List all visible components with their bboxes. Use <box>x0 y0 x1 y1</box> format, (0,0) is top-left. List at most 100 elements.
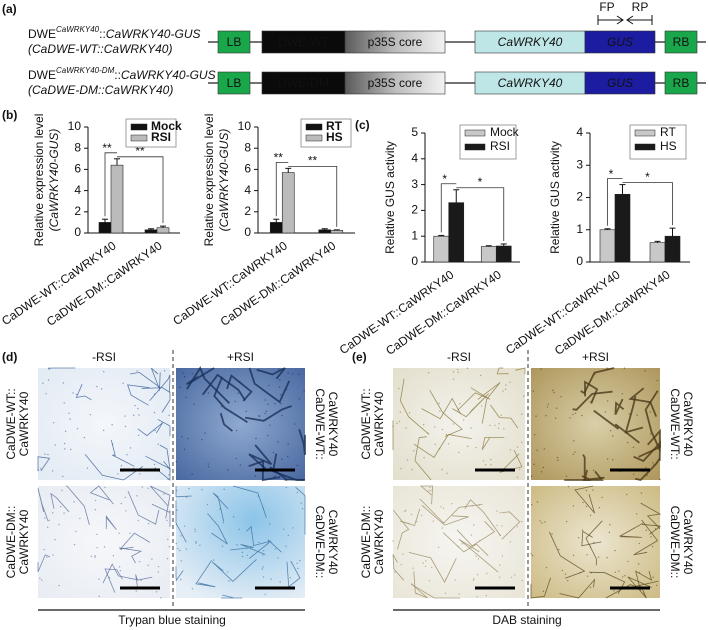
bar <box>495 245 512 263</box>
vein <box>127 384 150 406</box>
stain-dot <box>461 543 463 545</box>
stain-dot <box>287 443 289 445</box>
stain-dot <box>566 579 569 582</box>
panel-label: (c) <box>355 118 370 132</box>
error-bar <box>438 234 445 237</box>
stain-dot <box>586 575 589 577</box>
stain-dot <box>141 486 144 488</box>
construct-element <box>217 30 251 54</box>
vein <box>605 580 659 599</box>
vein <box>399 508 421 526</box>
vein <box>581 530 602 547</box>
stain-dot <box>176 489 178 492</box>
stain-dot <box>228 580 230 582</box>
stain-dot <box>552 389 554 392</box>
stain-dot <box>153 393 156 396</box>
construct-name-part: CaWRKY40-GUS <box>106 27 201 41</box>
vein <box>421 397 462 420</box>
stain-dot <box>473 578 475 580</box>
vein <box>392 554 405 581</box>
stain-dot <box>280 394 282 396</box>
stain-dot <box>137 407 139 410</box>
vein <box>230 544 266 555</box>
stain-dot <box>470 534 473 536</box>
vein <box>207 513 228 545</box>
stain-dot <box>298 398 301 400</box>
row-label: CaWRKY40 <box>372 509 386 574</box>
stain-dot <box>46 556 48 558</box>
stain-dot <box>497 427 500 429</box>
vein <box>157 418 171 437</box>
legend-label: RT <box>660 125 676 139</box>
vein <box>399 378 430 435</box>
y-tick-label: 4 <box>411 151 418 165</box>
stain-dot <box>118 566 121 568</box>
vein <box>37 456 51 472</box>
vein <box>248 367 291 404</box>
vein <box>624 396 644 434</box>
stain-dot <box>638 563 640 565</box>
stain-dot <box>406 459 409 461</box>
stain-dot <box>185 548 188 550</box>
micrograph <box>38 368 170 480</box>
stain-dot <box>257 495 259 497</box>
vein <box>248 539 282 559</box>
stain-dot <box>136 495 138 497</box>
stain-dot <box>298 373 300 376</box>
bar <box>433 235 450 263</box>
row-label: CaWRKY40 <box>17 509 31 574</box>
vein <box>638 428 661 458</box>
stain-dot <box>191 473 193 475</box>
stain-dot <box>589 401 591 403</box>
stain-dot <box>471 505 473 507</box>
stain-dot <box>445 578 448 580</box>
stain-dot <box>147 522 150 525</box>
y-tick-label: 8 <box>74 140 81 154</box>
stain-dot <box>447 443 450 445</box>
vein <box>618 522 644 538</box>
micrograph <box>393 368 525 480</box>
stain-dot <box>477 558 480 560</box>
stain-dot <box>111 424 113 426</box>
stain-dot <box>86 467 89 469</box>
significance-label: ** <box>102 141 112 155</box>
stain-dot <box>98 595 100 598</box>
stain-dot <box>262 576 265 578</box>
stain-dot <box>558 548 560 551</box>
stain-dot <box>499 512 501 514</box>
stain-dot <box>405 509 407 512</box>
stain-dot <box>281 458 283 460</box>
stain-dot <box>623 367 626 369</box>
stain-dot <box>175 542 177 545</box>
stain-dot <box>281 414 283 417</box>
vein <box>584 380 599 404</box>
stain-dot <box>446 472 448 475</box>
stain-dot <box>591 400 593 403</box>
significance-label: * <box>645 170 650 184</box>
stain-dot <box>555 407 558 409</box>
primer-label: RP <box>632 0 649 14</box>
stain-dot <box>561 569 563 572</box>
stain-dot <box>590 572 593 574</box>
bar <box>448 202 465 263</box>
column-label: -RSI <box>447 350 471 364</box>
construct-element <box>584 71 656 95</box>
stain-dot <box>462 419 465 421</box>
stain-dot <box>476 574 479 576</box>
stain-dot <box>533 463 535 466</box>
stain-dot <box>649 411 652 413</box>
vein <box>410 583 461 599</box>
vein <box>298 429 306 456</box>
stain-dot <box>606 458 609 460</box>
vein <box>201 373 246 401</box>
stain-dot <box>289 577 292 579</box>
y-tick-label: 2 <box>576 190 583 204</box>
construct-name-part: CaWRKY40 <box>56 25 100 34</box>
vein <box>452 393 489 418</box>
stain-dot <box>402 553 404 556</box>
stain-dot <box>547 403 549 406</box>
stain-dot <box>567 485 570 488</box>
y-tick-label: 6 <box>74 162 81 176</box>
stain-dot <box>520 520 523 523</box>
stain-dot <box>398 420 401 423</box>
